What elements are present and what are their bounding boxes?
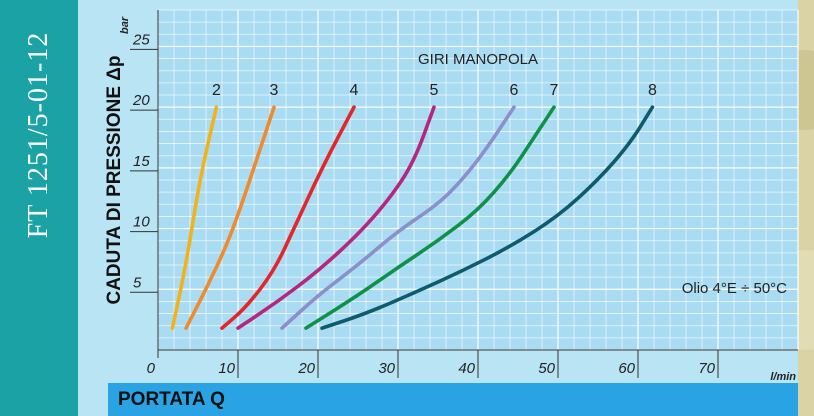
x-axis-band: [108, 383, 798, 416]
x-axis-label: PORTATA Q: [118, 389, 225, 410]
series-label-7: 7: [550, 82, 559, 99]
y-tick-label: 20: [132, 92, 150, 109]
series-label-2: 2: [212, 82, 221, 99]
series-label-3: 3: [270, 82, 279, 99]
series-line-8: [320, 105, 655, 330]
x-tick-label: 10: [218, 360, 235, 377]
x-tick-label: 70: [698, 360, 715, 377]
y-tick-label: 15: [133, 153, 150, 170]
series-line-3: [184, 105, 276, 330]
y-unit-label: bar: [119, 16, 131, 34]
y-tick-label: 5: [133, 274, 142, 291]
document-code-band: FT 1251/5-01-12: [0, 0, 78, 416]
x-tick-label: 0: [147, 360, 156, 377]
x-tick-label: 30: [378, 360, 395, 377]
series-label-6: 6: [510, 82, 519, 99]
series-line-5: [236, 105, 436, 330]
x-tick-label: 40: [458, 360, 475, 377]
series-line-7: [304, 105, 556, 330]
x-tick-label: 60: [618, 360, 635, 377]
series-label-8: 8: [648, 82, 657, 99]
x-unit-label: l/min: [770, 371, 796, 383]
y-tick-label: 10: [133, 214, 150, 231]
series-label-4: 4: [350, 82, 359, 99]
y-tick-label: 25: [132, 31, 150, 48]
series-line-6: [280, 105, 516, 330]
series-line-2: [170, 105, 219, 330]
x-tick-label: 20: [297, 360, 315, 377]
series-line-4: [220, 105, 356, 330]
series-label-5: 5: [430, 82, 439, 99]
chart-title: GIRI MANOPOLA: [418, 51, 538, 68]
x-tick-label: 50: [538, 360, 555, 377]
oil-annotation: Olio 4°E ÷ 50°C: [682, 280, 787, 297]
